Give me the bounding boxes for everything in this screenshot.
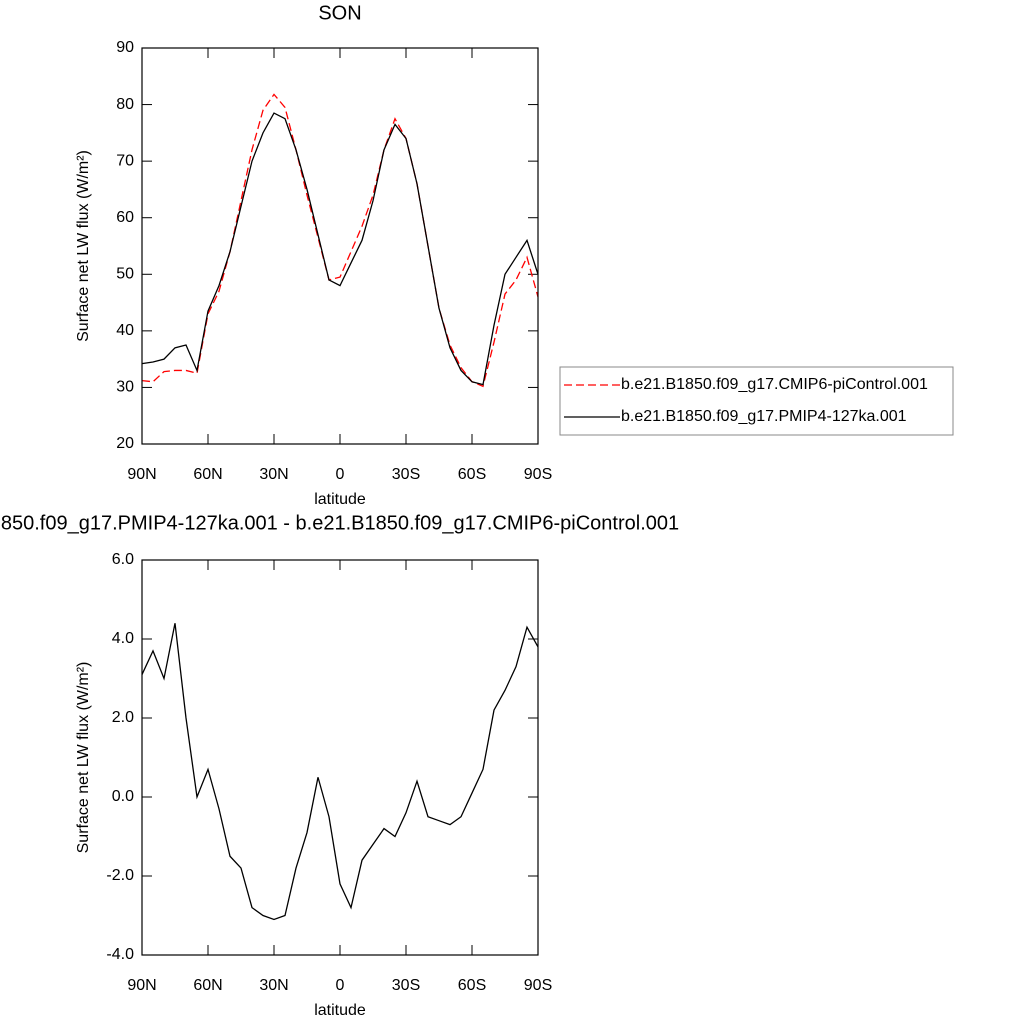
x-tick-label: 90N — [127, 466, 156, 483]
y-tick-label: 70 — [116, 152, 134, 169]
y-tick-label: 2.0 — [112, 709, 134, 726]
legend-label: b.e21.B1850.f09_g17.CMIP6-piControl.001 — [621, 376, 928, 393]
x-axis-label: latitude — [314, 491, 366, 508]
x-tick-label: 0 — [336, 977, 345, 994]
x-tick-label: 60S — [458, 977, 486, 994]
legend-label: b.e21.B1850.f09_g17.PMIP4-127ka.001 — [621, 408, 907, 425]
y-tick-label: 4.0 — [112, 630, 134, 647]
chart-title: 850.f09_g17.PMIP4-127ka.001 - b.e21.B185… — [1, 512, 679, 534]
data-line — [141, 93, 539, 388]
y-tick-label: 30 — [116, 379, 134, 396]
x-tick-label: 30N — [259, 466, 288, 483]
legend-box — [559, 366, 954, 436]
x-tick-label: 60N — [193, 466, 222, 483]
plot-frame — [141, 559, 539, 956]
x-tick-label: 90N — [127, 977, 156, 994]
x-tick-label: 90S — [524, 977, 552, 994]
chart-title: SON — [318, 2, 361, 24]
x-tick-label: 30S — [392, 466, 420, 483]
y-axis-label: Surface net LW flux (W/m²) — [75, 662, 92, 854]
y-tick-label: 6.0 — [112, 551, 134, 568]
y-tick-label: 20 — [116, 435, 134, 452]
x-tick-label: 30S — [392, 977, 420, 994]
y-tick-label: 50 — [116, 266, 134, 283]
data-line — [141, 112, 539, 386]
y-tick-label: 60 — [116, 209, 134, 226]
x-tick-label: 30N — [259, 977, 288, 994]
y-axis-label: Surface net LW flux (W/m²) — [75, 150, 92, 342]
x-tick-label: 60N — [193, 977, 222, 994]
x-tick-label: 60S — [458, 466, 486, 483]
y-tick-label: -2.0 — [106, 867, 134, 884]
y-tick-label: 90 — [116, 39, 134, 56]
y-tick-label: 40 — [116, 322, 134, 339]
plot-frame — [141, 47, 539, 445]
x-tick-label: 0 — [336, 466, 345, 483]
x-axis-label: latitude — [314, 1002, 366, 1019]
y-tick-label: -4.0 — [106, 946, 134, 963]
data-line — [141, 623, 539, 921]
y-tick-label: 0.0 — [112, 788, 134, 805]
y-tick-label: 80 — [116, 96, 134, 113]
x-tick-label: 90S — [524, 466, 552, 483]
